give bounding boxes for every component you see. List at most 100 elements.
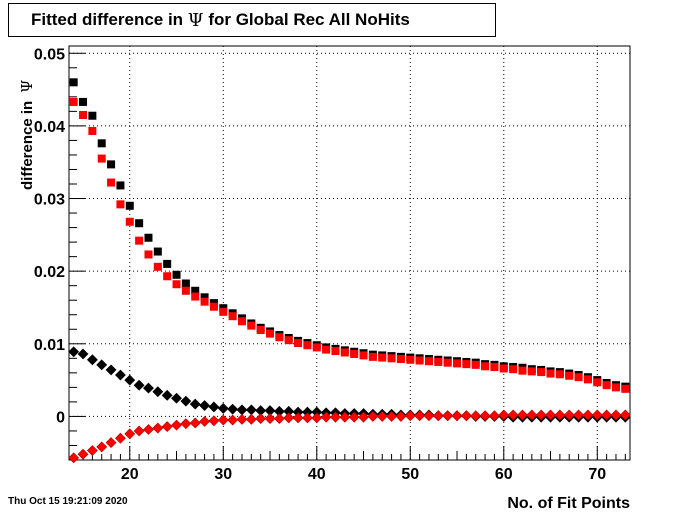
data-point	[498, 409, 510, 421]
data-point	[88, 111, 97, 120]
data-point	[415, 356, 424, 365]
data-point	[396, 355, 405, 364]
data-point	[77, 448, 89, 460]
data-point	[236, 413, 248, 425]
data-point	[545, 409, 556, 421]
data-point	[517, 409, 528, 421]
data-point	[144, 250, 153, 259]
y-tick-label: 0.02	[34, 264, 65, 281]
data-point	[116, 200, 125, 209]
data-point	[180, 395, 192, 407]
data-point	[79, 97, 88, 106]
data-point	[255, 413, 267, 425]
data-point	[368, 352, 377, 361]
data-point	[404, 410, 416, 422]
data-point	[499, 364, 508, 373]
data-point	[331, 347, 340, 356]
data-point	[180, 418, 192, 430]
series-2	[68, 346, 631, 423]
data-point	[133, 379, 145, 391]
x-tick-label: 30	[214, 466, 232, 483]
data-point	[107, 178, 116, 187]
data-point	[143, 382, 154, 394]
data-point	[527, 367, 536, 376]
data-point	[199, 400, 210, 411]
x-tick-label: 60	[495, 466, 513, 483]
data-point	[443, 358, 452, 367]
data-point	[470, 410, 482, 422]
data-point	[133, 425, 145, 437]
data-point	[208, 401, 220, 413]
data-point	[153, 262, 162, 271]
svg-text:difference inΨ: difference in Ψ	[18, 80, 36, 190]
chart-title: Fitted difference in Ψ for Global Rec Al…	[8, 3, 496, 37]
data-point	[245, 413, 257, 425]
data-point	[359, 351, 368, 360]
data-point	[481, 362, 490, 371]
data-point	[340, 348, 349, 357]
data-point	[591, 409, 603, 421]
data-point	[143, 424, 154, 435]
data-point	[453, 359, 462, 368]
data-point	[273, 413, 285, 425]
data-point	[96, 359, 108, 371]
data-point	[135, 236, 144, 245]
data-point	[86, 445, 98, 456]
data-point	[489, 410, 500, 422]
axis-ticks	[69, 52, 626, 461]
data-point	[350, 349, 359, 358]
data-point	[292, 412, 304, 424]
data-point	[387, 354, 396, 363]
x-tick-label: 50	[401, 466, 419, 483]
data-point	[86, 354, 98, 366]
data-point	[602, 381, 611, 390]
data-point	[68, 452, 80, 464]
data-point	[163, 272, 172, 281]
data-point	[181, 286, 190, 295]
data-point	[611, 383, 620, 392]
data-point	[161, 421, 173, 433]
data-point	[96, 441, 108, 453]
data-point	[434, 357, 443, 366]
x-axis-label: No. of Fit Points	[507, 495, 630, 512]
data-point	[107, 160, 116, 169]
data-point	[237, 317, 246, 326]
data-point	[451, 410, 463, 422]
data-point	[311, 412, 323, 424]
data-point	[442, 410, 454, 422]
data-point	[518, 366, 527, 375]
y-tick-label: 0.04	[34, 119, 65, 136]
data-point	[462, 360, 471, 369]
data-point	[68, 346, 80, 358]
data-point	[124, 374, 136, 386]
data-point	[535, 409, 547, 421]
data-point	[555, 370, 564, 379]
data-point	[227, 414, 239, 426]
data-point	[171, 419, 182, 431]
data-point	[116, 181, 125, 190]
data-point	[312, 343, 321, 352]
y-axis-label-symbol: Ψ	[18, 80, 36, 93]
y-axis-label: difference in Ψ	[18, 80, 36, 190]
y-tick-label: 0.01	[34, 337, 65, 354]
data-point	[303, 341, 312, 350]
data-point	[546, 369, 555, 378]
x-tick-label: 70	[588, 466, 606, 483]
data-point	[610, 409, 622, 421]
data-point	[88, 126, 97, 135]
data-point	[152, 422, 164, 434]
data-point	[219, 307, 228, 316]
data-point	[172, 280, 181, 289]
data-point	[200, 293, 209, 302]
data-point	[432, 410, 444, 422]
data-point	[228, 312, 237, 321]
data-point	[275, 333, 284, 342]
data-point	[339, 411, 351, 423]
data-point	[423, 410, 435, 422]
data-point	[115, 369, 126, 381]
data-point	[583, 375, 592, 384]
data-point	[264, 413, 276, 425]
data-point	[565, 371, 574, 380]
data-point	[460, 410, 472, 422]
data-point	[537, 368, 546, 377]
